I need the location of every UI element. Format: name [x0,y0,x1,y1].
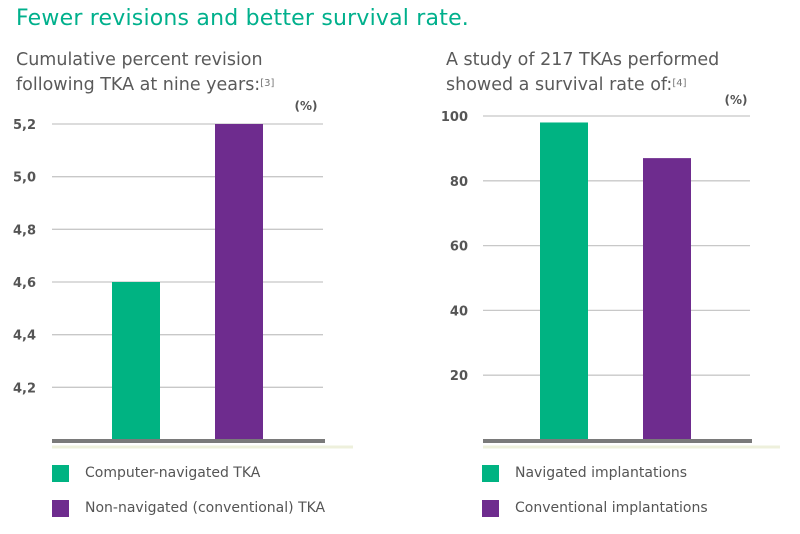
left-bar-1 [112,282,160,440]
left-chart-reference: [3] [260,78,275,89]
left-legend-item-conventional: Non-navigated (conventional) TKA [52,498,325,518]
right-chart-reference: [4] [672,78,687,89]
legend-swatch-purple [52,499,69,517]
right-ytick-label: 20 [450,369,468,384]
page-headline: Fewer revisions and better survival rate… [16,6,469,31]
left-ytick-label: 4,4 [13,329,36,344]
legend-label: Conventional implantations [515,500,708,516]
left-bar-2 [215,124,263,440]
left-chart-subtitle: Cumulative percent revision following TK… [16,48,346,98]
legend-label: Non-navigated (conventional) TKA [85,500,326,516]
right-x-axis [483,439,752,443]
right-ytick-label: 40 [450,304,468,319]
right-chart-subtitle: A study of 217 TKAs performed showed a s… [446,48,786,98]
left-ytick-label: 4,2 [13,381,36,396]
legend-label: Navigated implantations [515,465,688,481]
right-ytick-label: 60 [450,240,468,255]
left-ytick-label: 5,2 [13,118,36,133]
left-chart-subtitle-text: Cumulative percent revision following TK… [16,50,263,95]
right-legend-item-navigated: Navigated implantations [482,463,687,483]
left-ytick-label: 5,0 [13,171,36,186]
right-ytick-label: 100 [441,110,468,125]
left-unit-label: (%) [295,99,318,113]
legend-swatch-purple [482,499,499,517]
left-ytick-label: 4,6 [13,276,36,291]
left-legend-item-navigated: Computer-navigated TKA [52,463,260,483]
right-bar-2 [643,158,691,440]
right-ytick-label: 80 [450,175,468,190]
legend-swatch-green [482,464,499,482]
legend-swatch-green [52,464,69,482]
right-bar-1 [540,122,588,440]
legend-label: Computer-navigated TKA [85,465,261,481]
right-unit-label: (%) [725,93,748,107]
left-x-axis [52,439,325,443]
right-legend-item-conventional: Conventional implantations [482,498,708,518]
left-ytick-label: 4,8 [13,223,36,238]
right-chart-subtitle-text: A study of 217 TKAs performed showed a s… [446,50,720,95]
